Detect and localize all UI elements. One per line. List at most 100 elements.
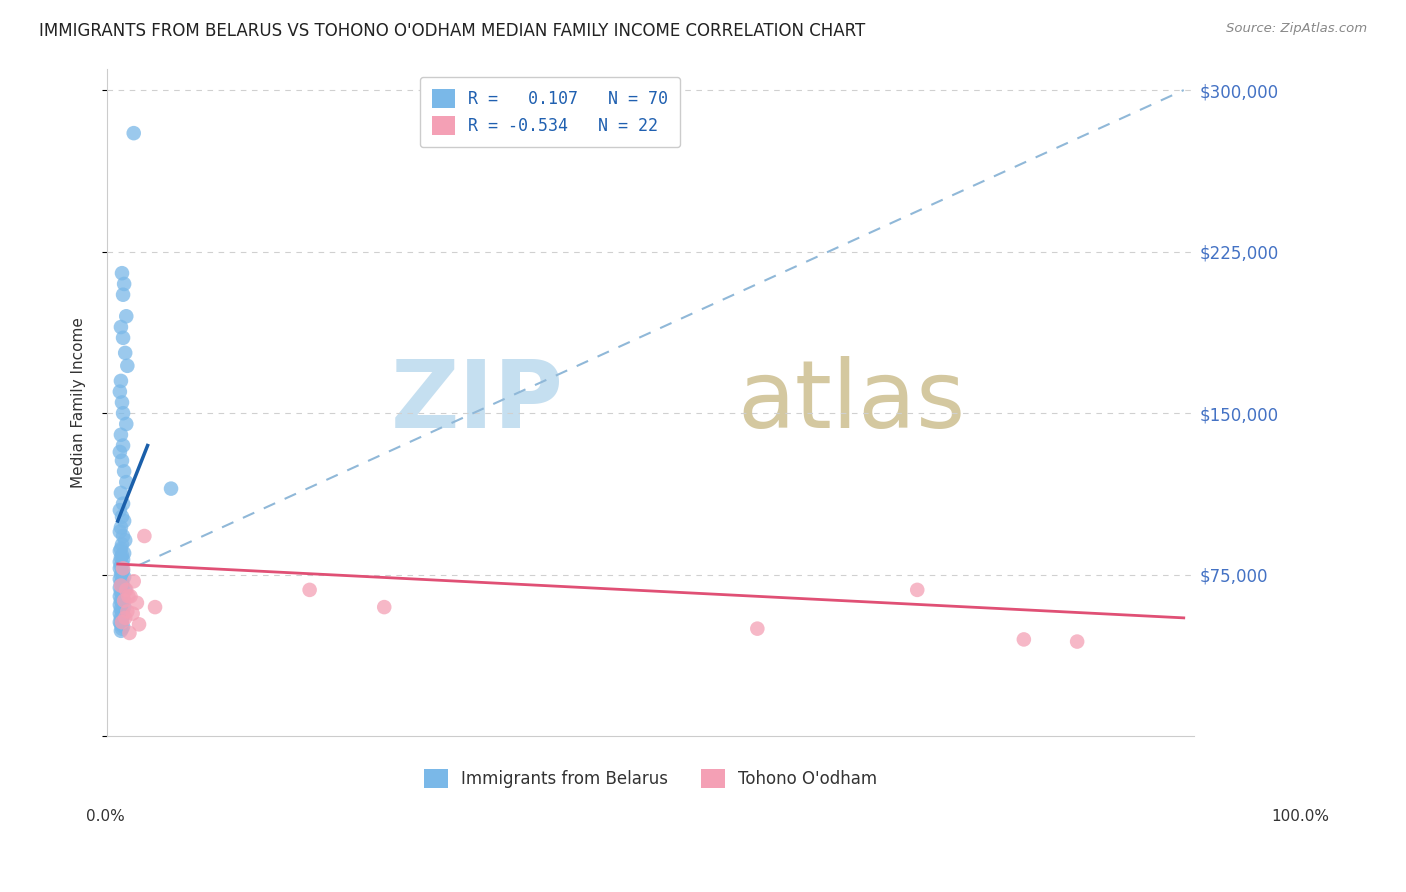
Point — [112, 593, 135, 607]
Point — [110, 486, 132, 500]
Point — [111, 566, 134, 580]
Point — [115, 475, 138, 490]
Point — [112, 546, 135, 560]
Point — [108, 607, 131, 621]
Point — [110, 427, 132, 442]
Point — [108, 544, 131, 558]
Point — [114, 533, 136, 548]
Point — [134, 529, 156, 543]
Point — [112, 552, 135, 566]
Point — [112, 406, 135, 420]
Point — [1012, 632, 1035, 647]
Text: atlas: atlas — [738, 357, 966, 449]
Point — [112, 608, 135, 623]
Text: ZIP: ZIP — [391, 357, 564, 449]
Point — [112, 287, 135, 301]
Point — [112, 438, 135, 452]
Point — [115, 417, 138, 431]
Point — [111, 557, 134, 571]
Point — [110, 374, 132, 388]
Point — [112, 619, 135, 633]
Point — [110, 617, 132, 632]
Point — [111, 395, 134, 409]
Point — [117, 590, 139, 604]
Point — [108, 555, 131, 569]
Point — [115, 582, 138, 597]
Point — [112, 570, 135, 584]
Point — [120, 590, 142, 604]
Point — [110, 602, 132, 616]
Point — [111, 266, 134, 280]
Point — [111, 549, 134, 563]
Text: Source: ZipAtlas.com: Source: ZipAtlas.com — [1226, 22, 1367, 36]
Point — [114, 611, 136, 625]
Point — [111, 538, 134, 552]
Point — [110, 550, 132, 565]
Point — [108, 598, 131, 612]
Point — [110, 541, 132, 556]
Point — [110, 585, 132, 599]
Point — [111, 596, 134, 610]
Point — [111, 574, 134, 589]
Point — [111, 509, 134, 524]
Point — [110, 624, 132, 638]
Point — [117, 359, 139, 373]
Point — [110, 576, 132, 591]
Point — [112, 529, 135, 543]
Legend: Immigrants from Belarus, Tohono O'odham: Immigrants from Belarus, Tohono O'odham — [418, 763, 884, 795]
Point — [112, 600, 135, 615]
Point — [114, 346, 136, 360]
Point — [111, 453, 134, 467]
Point — [111, 604, 134, 618]
Point — [1066, 634, 1088, 648]
Point — [112, 591, 135, 606]
Point — [373, 600, 395, 615]
Point — [112, 561, 135, 575]
Point — [118, 626, 141, 640]
Point — [108, 503, 131, 517]
Point — [108, 581, 131, 595]
Point — [110, 593, 132, 607]
Point — [112, 331, 135, 345]
Point — [122, 126, 145, 140]
Point — [160, 482, 183, 496]
Point — [108, 590, 131, 604]
Point — [115, 310, 138, 324]
Point — [110, 567, 132, 582]
Point — [112, 277, 135, 291]
Point — [122, 574, 145, 589]
Point — [114, 582, 136, 597]
Point — [747, 622, 769, 636]
Point — [108, 524, 131, 539]
Text: 0.0%: 0.0% — [86, 809, 125, 823]
Point — [125, 596, 148, 610]
Point — [121, 607, 143, 621]
Y-axis label: Median Family Income: Median Family Income — [72, 317, 86, 488]
Point — [112, 497, 135, 511]
Point — [110, 578, 132, 592]
Point — [110, 520, 132, 534]
Point — [905, 582, 928, 597]
Point — [108, 615, 131, 630]
Point — [112, 564, 135, 578]
Point — [110, 320, 132, 334]
Point — [112, 514, 135, 528]
Point — [108, 384, 131, 399]
Point — [128, 617, 150, 632]
Point — [117, 604, 139, 618]
Point — [108, 561, 131, 575]
Point — [108, 445, 131, 459]
Point — [110, 559, 132, 574]
Point — [143, 600, 166, 615]
Point — [112, 464, 135, 478]
Point — [298, 582, 321, 597]
Point — [108, 572, 131, 586]
Point — [112, 578, 135, 592]
Point — [110, 611, 132, 625]
Text: 100.0%: 100.0% — [1271, 809, 1330, 823]
Text: IMMIGRANTS FROM BELARUS VS TOHONO O'ODHAM MEDIAN FAMILY INCOME CORRELATION CHART: IMMIGRANTS FROM BELARUS VS TOHONO O'ODHA… — [39, 22, 866, 40]
Point — [111, 615, 134, 630]
Point — [111, 587, 134, 601]
Point — [111, 613, 134, 627]
Point — [111, 622, 134, 636]
